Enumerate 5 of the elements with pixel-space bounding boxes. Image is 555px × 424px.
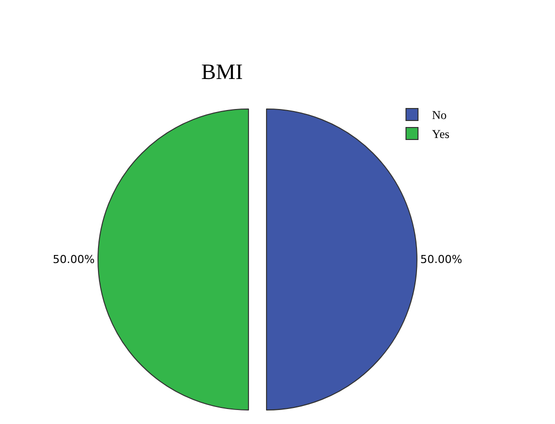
chart-title: BMI: [201, 59, 243, 84]
legend-label: Yes: [432, 127, 450, 142]
legend-label: No: [432, 108, 447, 122]
data-label: 50.00%: [52, 253, 95, 266]
data-label: 50.00%: [420, 253, 462, 266]
